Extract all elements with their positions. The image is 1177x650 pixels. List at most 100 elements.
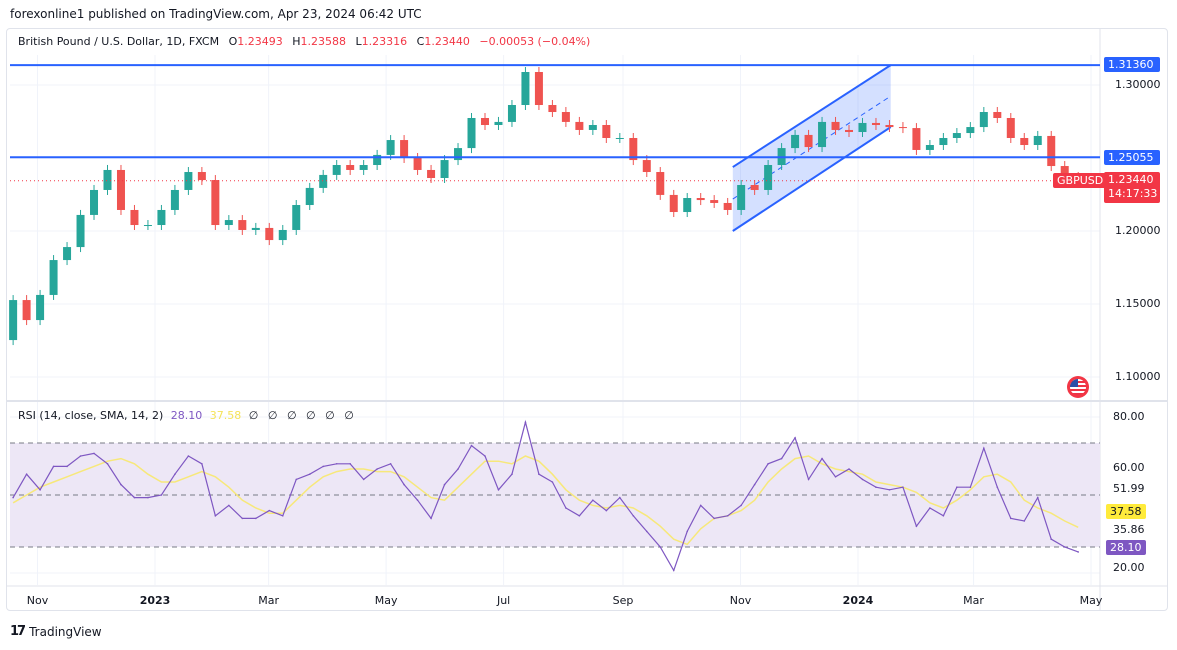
tradingview-logo-icon: 17 xyxy=(10,624,26,639)
rsi-level-label: 51.99 xyxy=(1113,482,1145,495)
rsi-point xyxy=(780,457,783,460)
rsi-point xyxy=(538,473,540,476)
rsi-point xyxy=(592,499,594,502)
low-label: L xyxy=(355,35,362,48)
bar-countdown: 14:17:33 xyxy=(1108,187,1158,200)
rsi-point xyxy=(1009,517,1012,520)
candle-body xyxy=(197,172,206,181)
rsi-point xyxy=(268,509,271,512)
rsi-point xyxy=(362,478,365,481)
candle-body xyxy=(561,112,570,122)
time-label: Nov xyxy=(26,594,49,607)
candle-body xyxy=(130,209,139,226)
candle-body xyxy=(265,227,274,241)
rsi-empty-value: ∅ xyxy=(286,409,297,422)
candle-body xyxy=(143,225,152,227)
high-label: H xyxy=(292,35,301,48)
candle-body xyxy=(49,260,58,295)
rsi-point xyxy=(470,444,473,447)
candle-body xyxy=(723,202,732,210)
rsi-point xyxy=(645,530,648,533)
symbol-description[interactable]: British Pound / U.S. Dollar, 1D, FXCM xyxy=(18,35,220,48)
rsi-point xyxy=(147,496,149,499)
low-value: 1.23316 xyxy=(361,35,408,48)
footer-brand: TradingView xyxy=(29,624,102,639)
level-label-lower: 1.25055 xyxy=(1104,150,1160,165)
rsi-point xyxy=(1077,551,1080,553)
candle-body xyxy=(710,200,719,203)
rsi-point xyxy=(457,468,459,470)
candle-body xyxy=(305,187,314,206)
rsi-point xyxy=(807,478,810,481)
rsi-tick: 60.00 xyxy=(1113,461,1145,474)
candle-body xyxy=(1047,135,1056,167)
rsi-point xyxy=(848,468,850,470)
candle-body xyxy=(534,72,543,106)
candle-body xyxy=(211,180,220,226)
rsi-point xyxy=(619,496,621,499)
candle-body xyxy=(871,122,880,126)
rsi-point xyxy=(52,465,55,468)
rsi-empty-value: ∅ xyxy=(344,409,354,422)
rsi-point xyxy=(241,517,244,520)
rsi-empty-value: ∅ xyxy=(267,409,278,422)
rsi-point xyxy=(106,463,109,465)
candle-body xyxy=(292,205,301,230)
rsi-point xyxy=(12,496,14,499)
rsi-title[interactable]: RSI (14, close, SMA, 14, 2) xyxy=(18,409,164,422)
price-tick: 1.30000 xyxy=(1115,78,1161,91)
rsi-point xyxy=(902,486,904,489)
footer: 17 TradingView xyxy=(10,624,102,639)
candle-body xyxy=(373,154,382,166)
rsi-level-label: 35.86 xyxy=(1113,523,1145,536)
rsi-point xyxy=(753,483,756,486)
rsi-point xyxy=(888,489,891,491)
rsi-point xyxy=(403,483,405,486)
candle-body xyxy=(845,129,854,133)
rsi-line xyxy=(12,419,1079,572)
chart-frame xyxy=(6,28,1168,611)
time-label: Mar xyxy=(258,594,280,607)
rsi-point xyxy=(929,507,931,509)
rsi-point xyxy=(308,473,311,476)
rsi-point xyxy=(726,515,729,517)
rsi-point xyxy=(187,455,190,457)
rsi-point xyxy=(79,455,82,457)
candle-body xyxy=(885,125,894,128)
channel-upper-line xyxy=(732,64,892,168)
rsi-tick: 80.00 xyxy=(1113,410,1145,423)
rsi-value: 28.10 xyxy=(170,409,203,422)
last-price-tag: 1.23440 14:17:33 xyxy=(1104,172,1160,203)
open-label: O xyxy=(228,35,238,48)
rsi-point xyxy=(956,486,958,489)
rsi-point xyxy=(430,517,432,520)
time-label: Jul xyxy=(496,594,511,607)
candle-body xyxy=(507,105,516,122)
rsi-point xyxy=(659,546,662,548)
rsi-point xyxy=(160,494,163,496)
candle-body xyxy=(413,158,422,170)
currency-flag-icon[interactable] xyxy=(1067,376,1089,398)
price-tick: 1.15000 xyxy=(1115,297,1161,310)
rsi-point xyxy=(93,452,95,455)
candle-body xyxy=(278,229,287,241)
candle-body xyxy=(386,140,395,155)
symbol-legend: British Pound / U.S. Dollar, 1D, FXCM O 1… xyxy=(18,35,590,48)
candle-body xyxy=(1033,135,1042,146)
rsi-tag: 28.10 xyxy=(1106,540,1146,555)
rsi-empty-value: ∅ xyxy=(325,409,335,422)
rsi-point xyxy=(983,447,985,450)
candle-body xyxy=(184,172,193,190)
candle-body xyxy=(22,300,31,321)
rsi-point xyxy=(767,463,769,465)
candle-body xyxy=(238,220,247,230)
time-label: 2023 xyxy=(139,594,171,607)
rsi-point xyxy=(740,504,742,507)
candle-body xyxy=(9,300,18,341)
symbol-tag: GBPUSD xyxy=(1053,173,1108,188)
rsi-point xyxy=(66,465,68,468)
candle-body xyxy=(858,122,867,133)
rsi-point xyxy=(821,457,823,460)
rsi-point xyxy=(281,515,284,517)
